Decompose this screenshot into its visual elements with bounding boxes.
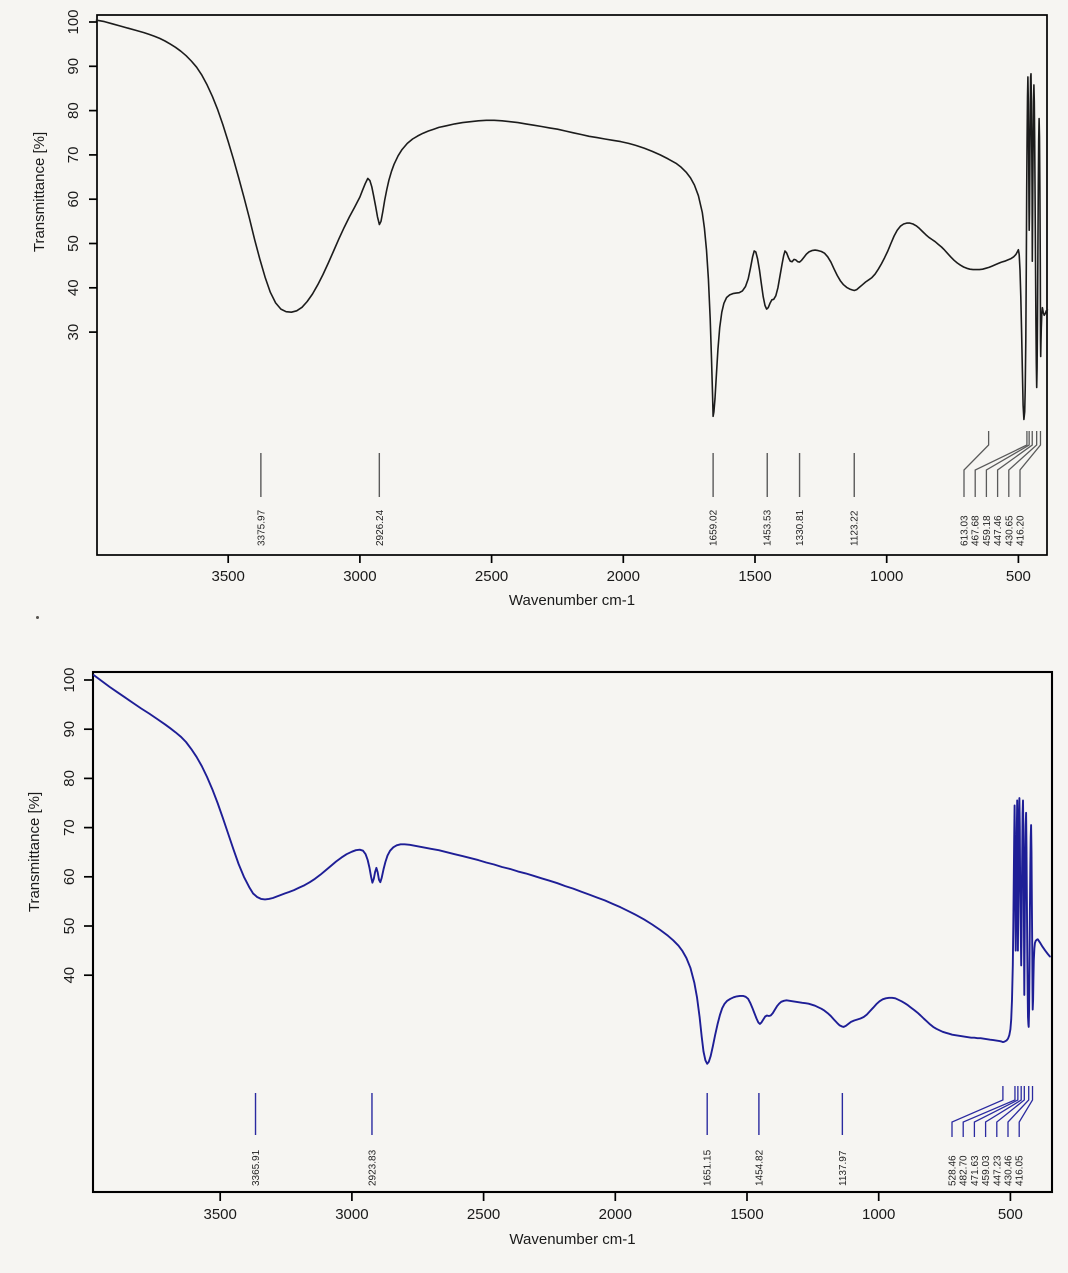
peak-label: 1453.53 <box>763 509 774 546</box>
x-tick-label: 1500 <box>730 1206 763 1223</box>
peak-leader-line <box>996 431 1033 497</box>
peak-label: 1659.02 <box>709 509 720 546</box>
peak-leader-line <box>962 1086 1016 1137</box>
peak-label: 459.03 <box>981 1155 992 1186</box>
y-tick-label: 90 <box>65 58 82 75</box>
peak-leader-line <box>984 1086 1022 1137</box>
y-tick-label: 50 <box>61 918 78 935</box>
peak-leader-line <box>1008 431 1038 497</box>
x-tick-label: 3500 <box>204 1206 237 1223</box>
y-axis-title: Transmittance [%] <box>26 792 43 912</box>
y-tick-label: 50 <box>65 235 82 252</box>
peak-label: 613.03 <box>960 515 971 546</box>
peak-label: 447.46 <box>993 515 1004 546</box>
peak-leader-line <box>973 1086 1019 1137</box>
y-tick-label: 40 <box>65 279 82 296</box>
peak-leader-line <box>985 431 1030 497</box>
x-tick-label: 1500 <box>738 568 771 585</box>
peak-leader-line <box>951 1086 1004 1137</box>
peak-label: 1137.97 <box>838 1150 849 1186</box>
x-tick-label: 1000 <box>862 1206 895 1223</box>
peak-leader-line <box>1018 1086 1034 1137</box>
peak-label: 2926.24 <box>375 509 386 546</box>
y-tick-label: 80 <box>65 102 82 119</box>
peak-label: 1330.81 <box>795 509 806 546</box>
peak-label: 416.20 <box>1016 515 1027 546</box>
peak-leader-line <box>996 1086 1025 1137</box>
y-tick-label: 100 <box>61 667 78 692</box>
y-tick-label: 70 <box>65 147 82 164</box>
peak-label: 3375.97 <box>256 509 267 546</box>
x-tick-label: 2500 <box>467 1206 500 1223</box>
peak-label: 467.68 <box>971 515 982 546</box>
peak-label: 1123.22 <box>850 510 861 546</box>
y-tick-label: 90 <box>61 721 78 738</box>
x-axis-title: Wavenumber cm-1 <box>509 1231 635 1248</box>
ir-spectrum-chart-top: 3500 3000 2500 2000 1500 1000 500 Wavenumber cm… <box>31 9 1049 609</box>
peak-label: 471.63 <box>970 1155 981 1186</box>
peak-label: 430.65 <box>1004 515 1015 546</box>
spectrum-curve <box>92 674 1051 1065</box>
plot-frame <box>91 670 1054 1194</box>
peak-leader-line <box>1007 1086 1030 1137</box>
x-tick-label: 2500 <box>475 568 508 585</box>
peak-leader-line <box>1019 431 1042 497</box>
y-tick-label: 70 <box>61 819 78 836</box>
peak-label: 528.46 <box>948 1155 959 1186</box>
x-tick-label: 3500 <box>212 568 245 585</box>
y-tick-label: 80 <box>61 770 78 787</box>
x-tick-label: 2000 <box>607 568 640 585</box>
plot-frame <box>96 14 1048 556</box>
spectrum-curve <box>95 19 1049 421</box>
peak-leader-line <box>974 431 1028 497</box>
peak-label: 3365.91 <box>251 1149 262 1186</box>
y-tick-label: 100 <box>65 9 82 34</box>
y-axis-title: Transmittance [%] <box>31 132 48 252</box>
peak-label: 447.23 <box>992 1155 1003 1186</box>
peak-label: 416.05 <box>1015 1155 1026 1186</box>
peak-label: 1454.82 <box>754 1149 765 1186</box>
x-axis-title: Wavenumber cm-1 <box>509 592 635 609</box>
x-tick-label: 1000 <box>870 568 903 585</box>
ir-spectrum-chart-bottom: 3500 3000 2500 2000 1500 1000 500 Wavenumber cm… <box>26 667 1054 1248</box>
x-tick-label: 500 <box>1006 568 1031 585</box>
y-tick-label: 30 <box>65 324 82 341</box>
y-tick-label: 40 <box>61 967 78 984</box>
x-tick-label: 3000 <box>343 568 376 585</box>
peak-label: 459.18 <box>982 515 993 546</box>
x-tick-label: 2000 <box>599 1206 632 1223</box>
x-tick-label: 3000 <box>335 1206 368 1223</box>
peak-label: 2923.83 <box>367 1149 378 1186</box>
y-tick-label: 60 <box>61 868 78 885</box>
stray-dot-artifact <box>36 616 39 619</box>
x-tick-label: 500 <box>998 1206 1023 1223</box>
peak-label: 430.46 <box>1004 1155 1015 1186</box>
peak-label: 1651.15 <box>703 1149 714 1186</box>
y-tick-label: 60 <box>65 191 82 208</box>
peak-label: 482.70 <box>959 1155 970 1186</box>
peak-leader-line <box>963 431 990 497</box>
